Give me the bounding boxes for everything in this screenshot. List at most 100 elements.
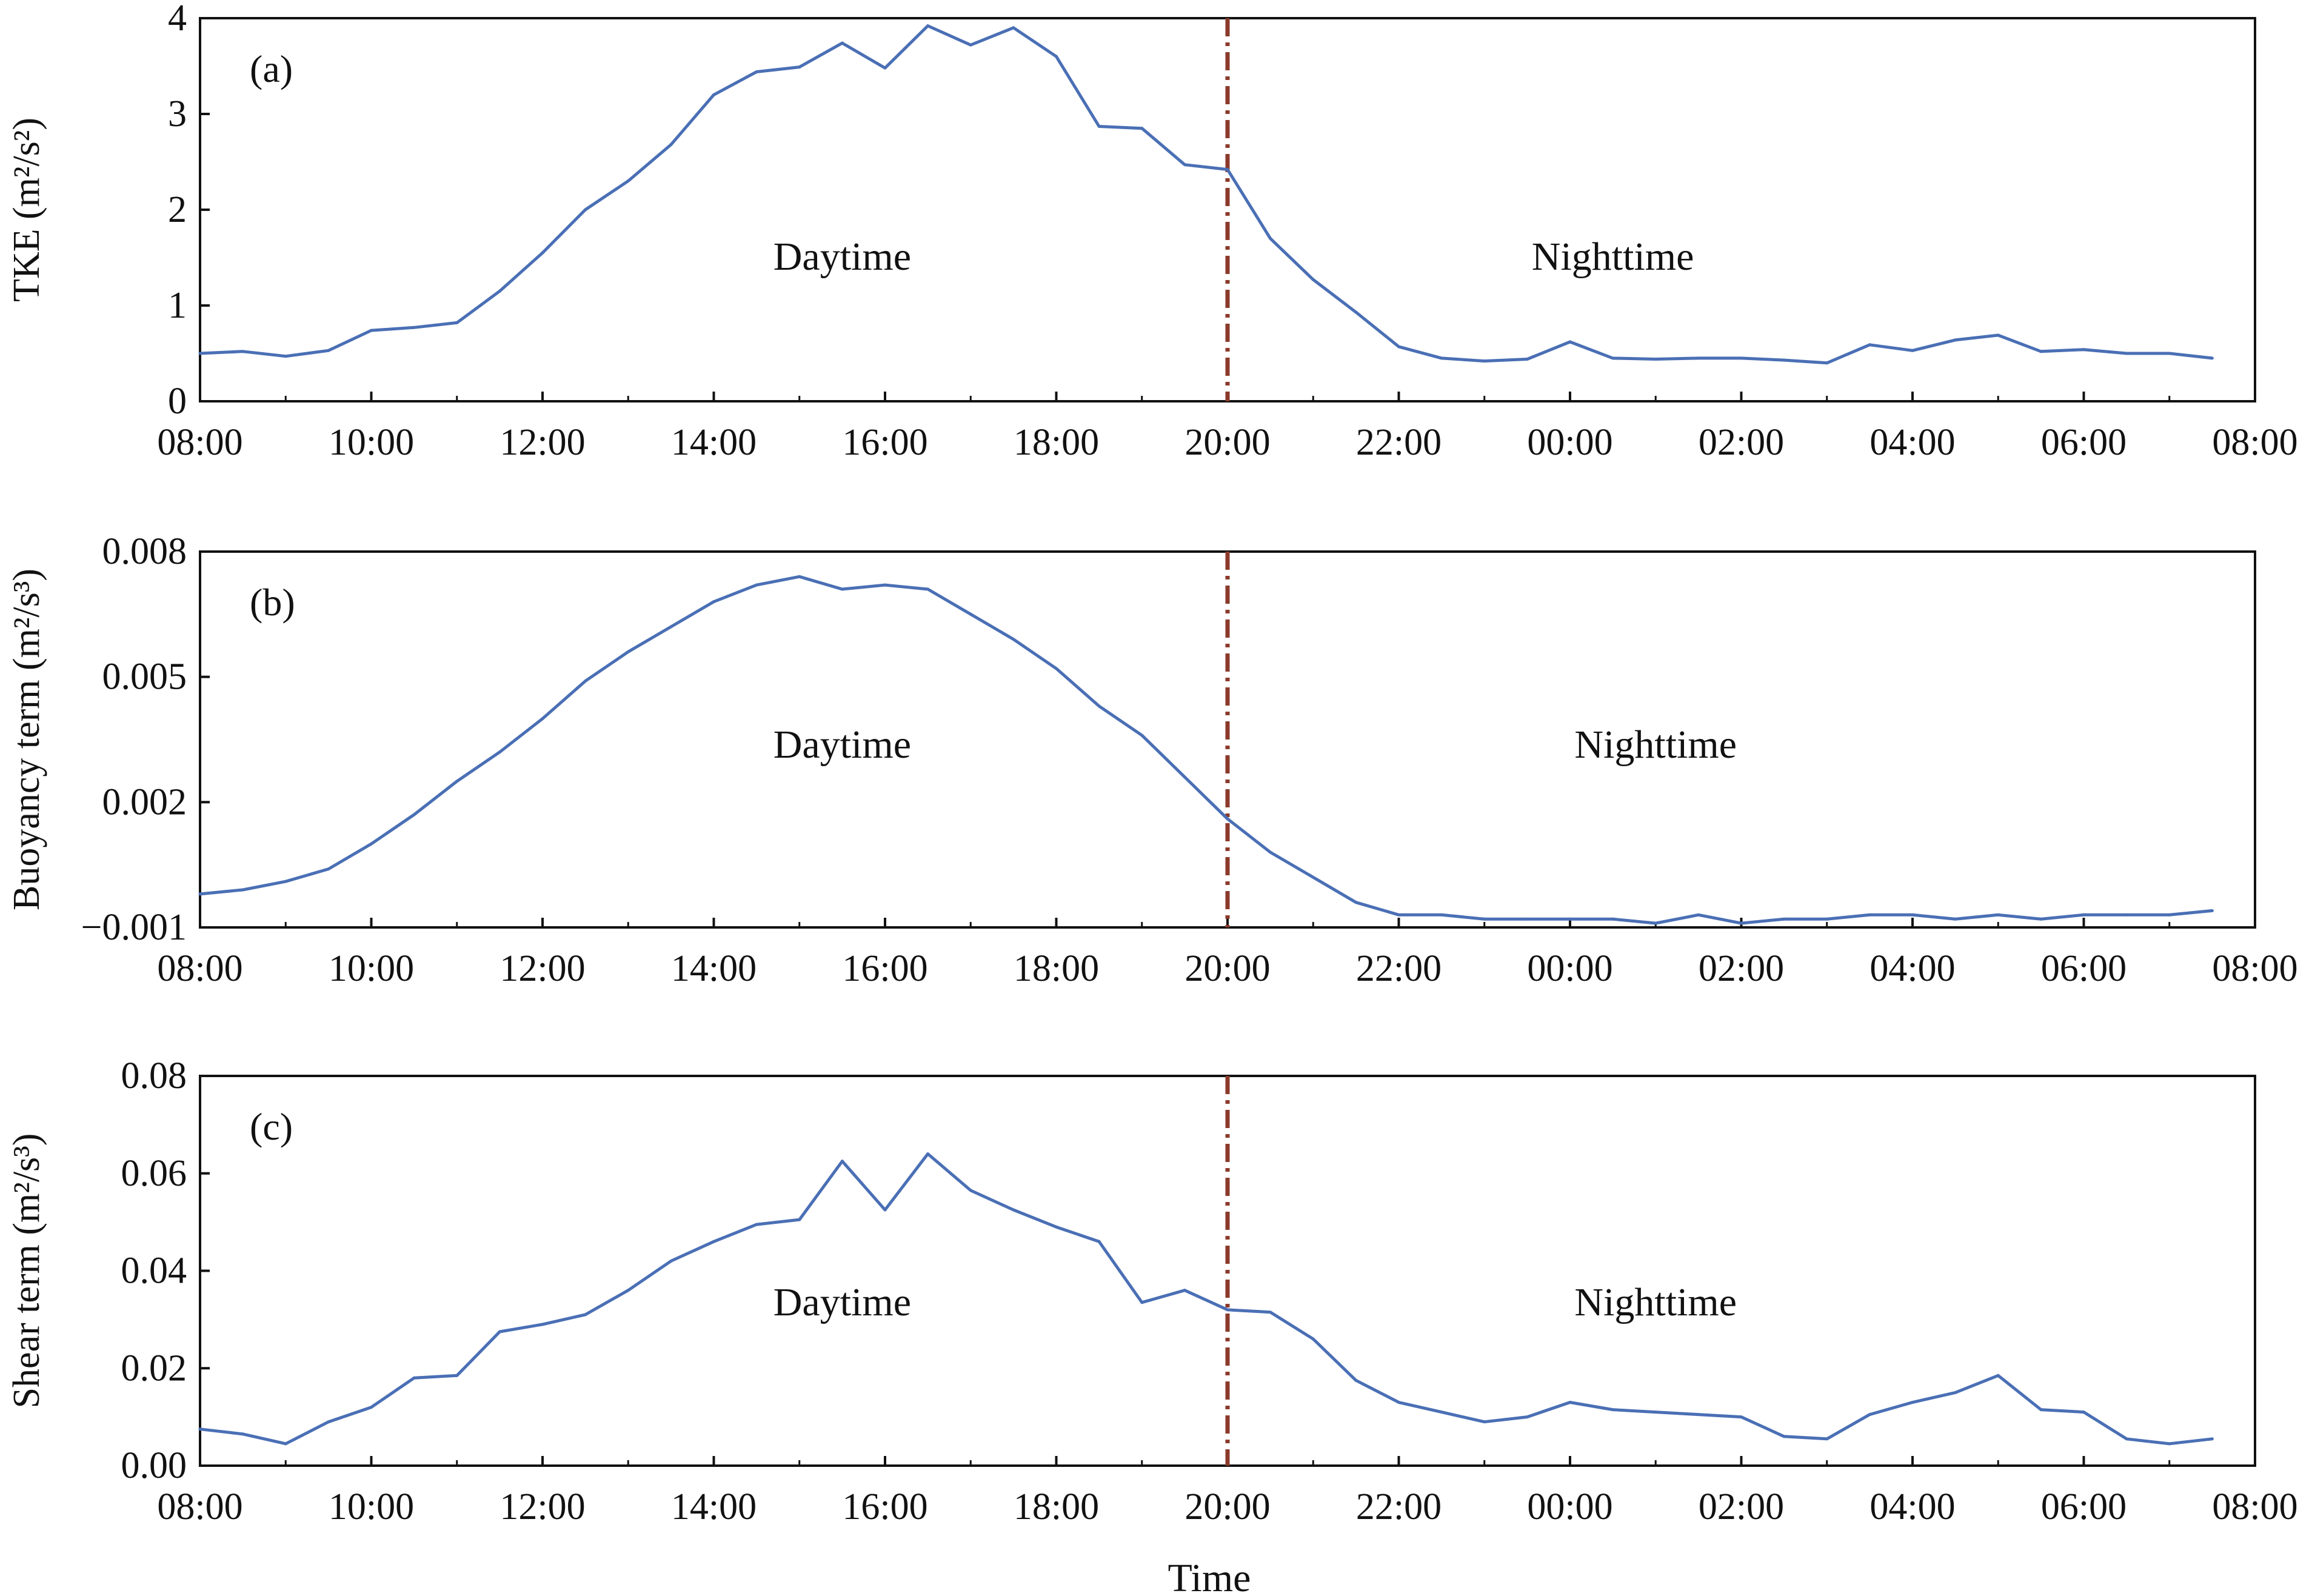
data-point-a [669, 143, 673, 147]
data-point-b [2168, 913, 2171, 917]
data-point-a [1440, 356, 1443, 360]
data-point-b [2210, 909, 2214, 912]
x-tick-label-a: 10:00 [329, 422, 414, 463]
data-point-b [755, 583, 758, 587]
y-axis-title-c: Shear term (m²/s³) [6, 1134, 47, 1409]
data-point-a [1354, 310, 1358, 314]
data-point-b [1996, 913, 2000, 917]
x-tick-label-c: 22:00 [1356, 1486, 1442, 1528]
data-point-c [969, 1189, 972, 1192]
x-tick-label-b: 18:00 [1014, 948, 1099, 989]
x-tick-label-b: 12:00 [499, 948, 585, 989]
y-tick-label-c: 0.08 [121, 1055, 187, 1097]
data-point-b [1397, 913, 1400, 917]
data-point-b [1226, 817, 1229, 821]
data-point-b [1311, 875, 1315, 879]
data-point-c [2039, 1408, 2043, 1412]
data-point-a [284, 355, 287, 358]
y-tick-label-a: 2 [168, 189, 187, 230]
series-line-b [199, 575, 2213, 925]
x-tick-label-b: 10:00 [329, 948, 414, 989]
data-point-c [2125, 1437, 2128, 1441]
data-point-c [883, 1208, 887, 1212]
data-point-a [1311, 278, 1315, 281]
data-point-b [669, 625, 673, 629]
data-point-c [1911, 1401, 1914, 1404]
x-tick-label-c: 20:00 [1184, 1486, 1270, 1528]
data-point-a [1397, 345, 1400, 349]
x-tick-label-a: 02:00 [1699, 422, 1784, 463]
data-point-a [2125, 352, 2128, 355]
x-tick-label-b: 20:00 [1184, 948, 1270, 989]
data-point-b [883, 583, 887, 587]
x-tick-label-c: 18:00 [1014, 1486, 1099, 1528]
x-tick-label-c: 08:00 [157, 1486, 242, 1528]
x-tick-label-c: 08:00 [2212, 1486, 2297, 1528]
x-tick-label-c: 12:00 [499, 1486, 585, 1528]
data-point-c [1654, 1411, 1657, 1414]
data-point-c [1397, 1401, 1400, 1404]
y-tick-label-c: 0.04 [121, 1250, 187, 1292]
x-tick-label-b: 08:00 [157, 948, 242, 989]
y-tick-label-c: 0.00 [121, 1445, 187, 1486]
data-point-c [284, 1442, 287, 1446]
data-point-a [1226, 168, 1229, 172]
x-tick-label-b: 04:00 [1869, 948, 1955, 989]
data-point-c [1782, 1435, 1786, 1438]
data-point-b [1269, 850, 1272, 854]
data-point-b [1654, 921, 1657, 925]
x-tick-label-b: 02:00 [1699, 948, 1784, 989]
data-point-b [1911, 913, 1914, 917]
y-tick-label-c: 0.02 [121, 1347, 187, 1389]
data-point-b [1440, 913, 1443, 917]
data-point-c [1311, 1337, 1315, 1341]
data-point-b [370, 842, 373, 846]
panel-label-a: (a) [250, 47, 293, 90]
data-point-a [1868, 343, 1871, 347]
data-point-a [626, 179, 630, 183]
data-point-a [926, 24, 930, 28]
data-point-b [1140, 733, 1144, 737]
data-point-b [2082, 913, 2085, 917]
panel-label-c: (c) [250, 1105, 293, 1148]
data-point-a [798, 65, 801, 69]
data-point-c [2082, 1411, 2085, 1414]
data-point-c [1269, 1311, 1272, 1314]
data-point-a [712, 93, 715, 96]
data-point-a [755, 70, 758, 73]
plot-frame-a: 08:00 10:00 12:00 14:00 16:00 18:00 20:00 22:00… [157, 0, 2297, 463]
data-point-b [498, 750, 501, 754]
data-point-b [541, 717, 544, 721]
x-tick-label-c: 02:00 [1699, 1486, 1784, 1528]
data-point-b [1740, 921, 1743, 925]
data-point-c [669, 1259, 673, 1263]
data-point-c [1740, 1415, 1743, 1419]
region-label-daytime-b: Daytime [773, 723, 911, 767]
x-tick-label-c: 04:00 [1869, 1486, 1955, 1528]
data-point-a [969, 43, 972, 47]
plot-frame-b: 08:00 10:00 12:00 14:00 16:00 18:00 20:00 22:00… [81, 531, 2298, 989]
data-point-b [712, 600, 715, 604]
region-label-nighttime-a: Nighttime [1532, 235, 1694, 279]
data-point-c [541, 1323, 544, 1326]
data-point-c [1568, 1401, 1572, 1404]
y-axis-title-a: TKE (m²/s²) [6, 118, 47, 302]
x-tick-label-c: 16:00 [842, 1486, 927, 1528]
panel-b: 08:00 10:00 12:00 14:00 16:00 18:00 20:00 22:00… [6, 531, 2298, 989]
x-tick-label-b: 06:00 [2041, 948, 2127, 989]
data-point-a [1954, 338, 1957, 342]
panel-a: 08:00 10:00 12:00 14:00 16:00 18:00 20:00 22:00… [6, 0, 2298, 463]
data-point-b [798, 575, 801, 578]
x-tick-label-a: 22:00 [1356, 422, 1442, 463]
data-point-a [1055, 55, 1058, 58]
data-point-c [412, 1376, 416, 1380]
x-axis-title: Time [1168, 1556, 1251, 1596]
plot-frame-c: 08:00 10:00 12:00 14:00 16:00 18:00 20:00 22:00… [121, 1055, 2298, 1528]
data-point-b [327, 867, 330, 871]
x-tick-label-a: 04:00 [1869, 422, 1955, 463]
y-tick-label-a: 1 [168, 285, 187, 326]
data-point-b [1525, 917, 1529, 921]
data-point-c [1697, 1413, 1700, 1417]
x-tick-label-a: 00:00 [1527, 422, 1612, 463]
data-point-a [1183, 163, 1186, 167]
